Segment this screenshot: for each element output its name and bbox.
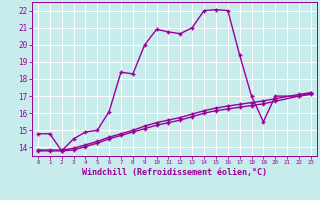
X-axis label: Windchill (Refroidissement éolien,°C): Windchill (Refroidissement éolien,°C) [82, 168, 267, 177]
